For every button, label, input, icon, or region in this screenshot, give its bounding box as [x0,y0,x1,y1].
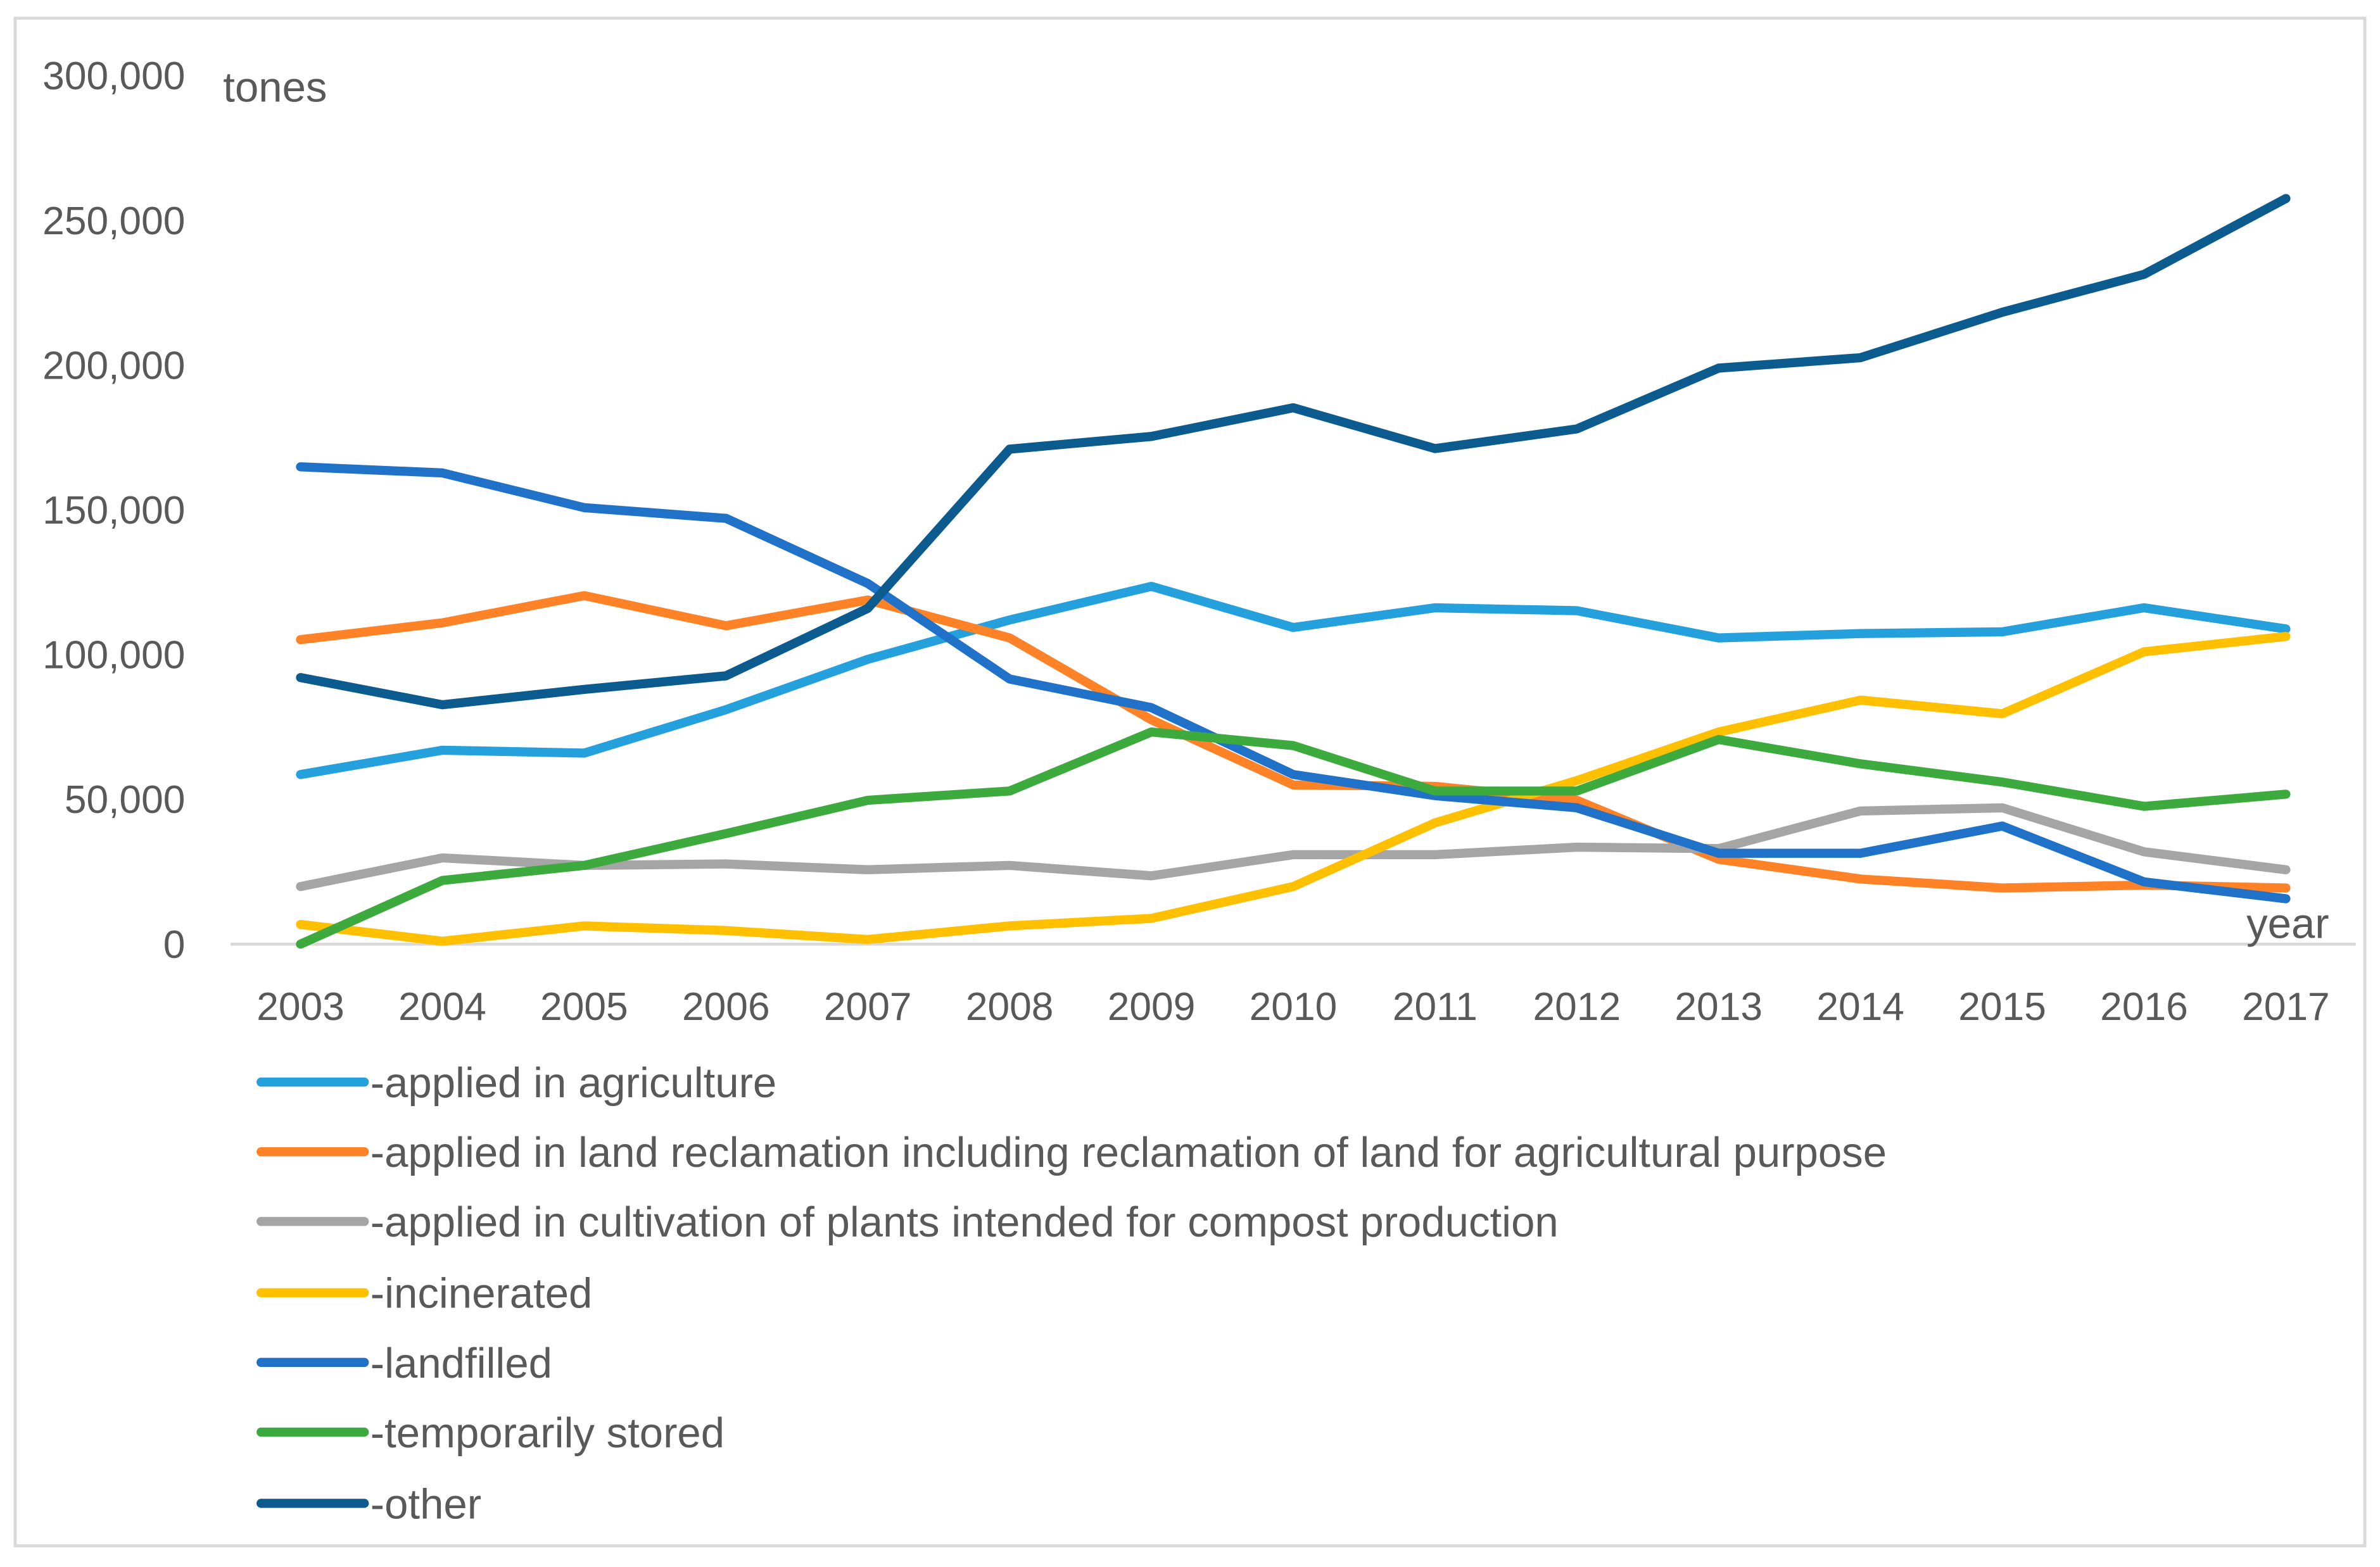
x-tick-label: 2017 [2242,985,2330,1029]
y-axis-label: tones [223,63,327,111]
legend-label: -applied in cultivation of plants intend… [370,1199,1559,1246]
x-tick-label: 2003 [256,985,345,1029]
series-line-6 [296,194,2291,710]
x-axis-label: year [2246,900,2329,948]
x-tick-label: 2015 [1958,985,2046,1029]
y-tick-label: 200,000 [42,344,185,387]
legend-label: -applied in land reclamation including r… [370,1129,1887,1176]
x-tick-label: 2010 [1250,985,1338,1029]
x-tick-label: 2011 [1393,985,1478,1029]
y-tick-label: 50,000 [65,778,186,822]
x-tick-label: 2006 [682,985,770,1029]
x-tick-label: 2004 [398,985,486,1029]
x-tick-label: 2007 [824,985,912,1029]
series-line-2 [296,803,2291,891]
legend-label: -applied in agriculture [370,1059,776,1107]
legend-label: -landfilled [370,1340,552,1387]
legend-label: -other [370,1480,481,1528]
x-tick-label: 2009 [1108,985,1196,1029]
series-line-0 [296,581,2291,779]
series-line-5 [296,727,2291,949]
x-tick-label: 2012 [1533,985,1621,1029]
series-line-4 [296,462,2291,903]
y-tick-label: 300,000 [42,54,185,98]
series-line-1 [296,591,2291,893]
legend-label: -temporarily stored [370,1409,725,1457]
y-tick-label: 0 [163,923,186,967]
y-tick-label: 150,000 [42,489,185,532]
x-tick-label: 2013 [1674,985,1763,1029]
x-tick-label: 2016 [2100,985,2188,1029]
x-tick-label: 2008 [966,985,1054,1029]
series-line-3 [296,632,2291,946]
x-tick-label: 2005 [540,985,628,1029]
y-tick-label: 250,000 [42,199,185,243]
legend-label: -incinerated [370,1270,593,1318]
x-tick-label: 2014 [1816,985,1904,1029]
y-tick-label: 100,000 [42,634,185,677]
